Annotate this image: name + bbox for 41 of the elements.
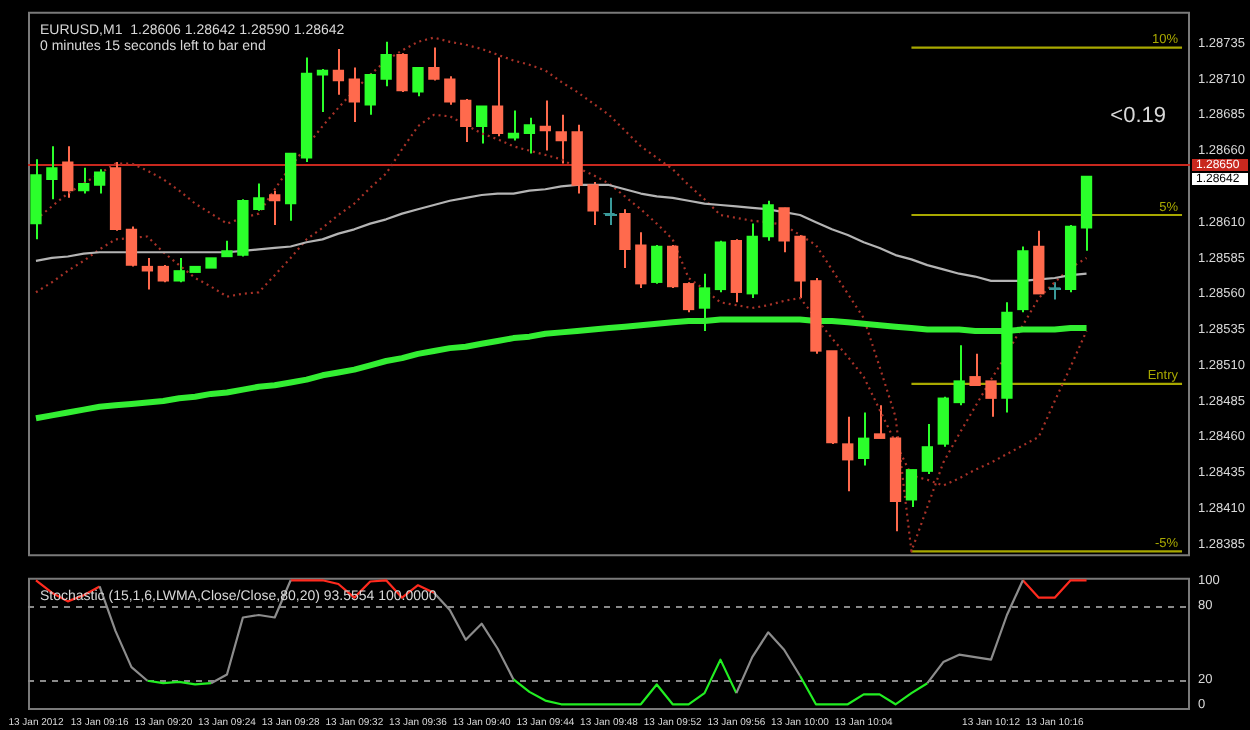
- candlestick: [253, 182, 265, 212]
- candlestick: [428, 46, 440, 82]
- candlestick: [682, 281, 695, 314]
- annotation: <0.19: [1110, 103, 1166, 128]
- candlestick: [937, 395, 949, 448]
- candlestick: [921, 422, 934, 476]
- candlestick: [985, 380, 997, 418]
- candlestick: [412, 66, 424, 98]
- candlestick: [125, 225, 138, 268]
- candlestick: [62, 145, 74, 199]
- candlestick: [269, 189, 281, 227]
- candlestick: [858, 411, 870, 467]
- candlestick: [762, 199, 774, 242]
- candlestick: [619, 208, 631, 269]
- candlestick: [905, 468, 918, 508]
- candlestick: [396, 52, 408, 93]
- candlestick: [778, 206, 790, 254]
- candlestick: [698, 272, 711, 332]
- candlestick: [78, 166, 90, 195]
- candlestick: [635, 231, 647, 290]
- candlestick: [332, 48, 345, 96]
- candlestick: [364, 72, 376, 116]
- candlestick: [587, 181, 599, 227]
- candlestick: [444, 75, 456, 106]
- candlestick: [794, 234, 806, 300]
- candlestick: [651, 244, 663, 285]
- candlestick: [667, 244, 679, 290]
- candlestick: [969, 352, 981, 387]
- candlestick: [953, 344, 965, 407]
- candlestick: [555, 113, 567, 165]
- candlestick: [873, 404, 886, 440]
- candlestick: [460, 98, 472, 144]
- candlestick: [491, 56, 504, 138]
- candlestick: [476, 105, 488, 145]
- candlestick: [173, 256, 185, 284]
- candlestick: [93, 168, 106, 195]
- candlestick: [380, 40, 392, 88]
- candlestick: [46, 145, 58, 201]
- candlestick: [348, 66, 360, 123]
- candlestick: [523, 116, 536, 155]
- candlestick: [842, 415, 854, 493]
